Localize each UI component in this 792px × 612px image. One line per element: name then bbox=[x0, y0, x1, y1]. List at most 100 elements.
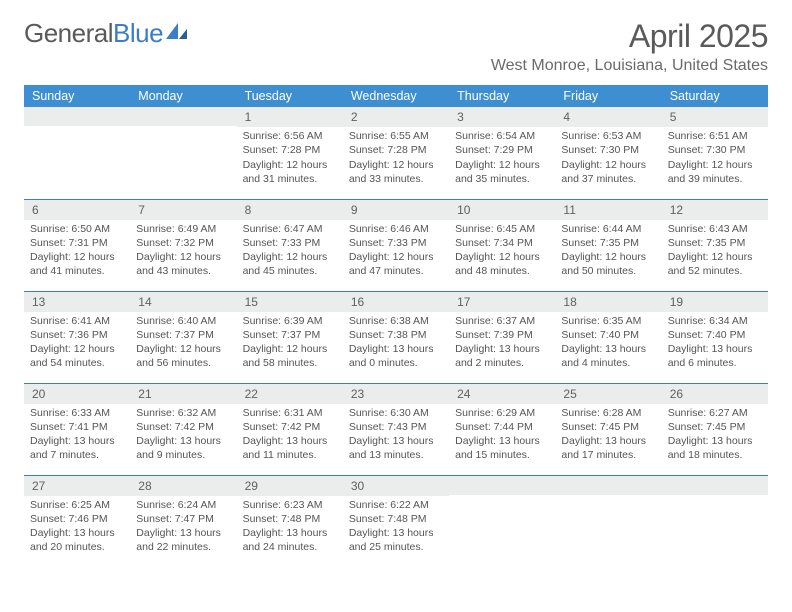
calendar-day-cell: 27Sunrise: 6:25 AMSunset: 7:46 PMDayligh… bbox=[24, 475, 130, 567]
day-number: 20 bbox=[24, 384, 130, 404]
calendar-week-row: 6Sunrise: 6:50 AMSunset: 7:31 PMDaylight… bbox=[24, 199, 768, 291]
brand-part1: General bbox=[24, 18, 113, 49]
day-info-line: Daylight: 13 hours and 24 minutes. bbox=[243, 526, 337, 554]
day-number: 30 bbox=[343, 476, 449, 496]
calendar-day-cell: 16Sunrise: 6:38 AMSunset: 7:38 PMDayligh… bbox=[343, 291, 449, 383]
calendar-empty-cell bbox=[662, 475, 768, 567]
day-info-line: Sunrise: 6:22 AM bbox=[349, 498, 443, 512]
day-number: 13 bbox=[24, 292, 130, 312]
brand-logo: GeneralBlue bbox=[24, 18, 188, 49]
calendar-day-cell: 13Sunrise: 6:41 AMSunset: 7:36 PMDayligh… bbox=[24, 291, 130, 383]
day-info-line: Sunrise: 6:34 AM bbox=[668, 314, 762, 328]
day-info-line: Daylight: 13 hours and 9 minutes. bbox=[136, 434, 230, 462]
day-number: 12 bbox=[662, 200, 768, 220]
header: GeneralBlue April 2025 West Monroe, Loui… bbox=[24, 18, 768, 75]
weekday-header: Tuesday bbox=[237, 85, 343, 107]
day-info-line: Sunset: 7:36 PM bbox=[30, 328, 124, 342]
weekday-header-row: SundayMondayTuesdayWednesdayThursdayFrid… bbox=[24, 85, 768, 107]
day-info-line: Sunrise: 6:25 AM bbox=[30, 498, 124, 512]
day-number: 17 bbox=[449, 292, 555, 312]
day-number: 14 bbox=[130, 292, 236, 312]
day-info-line: Daylight: 13 hours and 15 minutes. bbox=[455, 434, 549, 462]
day-number bbox=[555, 476, 661, 495]
calendar-day-cell: 26Sunrise: 6:27 AMSunset: 7:45 PMDayligh… bbox=[662, 383, 768, 475]
day-info-line: Daylight: 13 hours and 17 minutes. bbox=[561, 434, 655, 462]
day-info-line: Daylight: 12 hours and 31 minutes. bbox=[243, 158, 337, 186]
day-info-line: Daylight: 12 hours and 45 minutes. bbox=[243, 250, 337, 278]
logo-sail-icon bbox=[166, 23, 188, 41]
day-info-line: Sunset: 7:35 PM bbox=[668, 236, 762, 250]
day-info-line: Daylight: 12 hours and 39 minutes. bbox=[668, 158, 762, 186]
day-info-line: Daylight: 13 hours and 13 minutes. bbox=[349, 434, 443, 462]
day-info-line: Sunset: 7:30 PM bbox=[561, 143, 655, 157]
day-info-line: Sunset: 7:33 PM bbox=[349, 236, 443, 250]
day-number: 18 bbox=[555, 292, 661, 312]
day-info-line: Sunset: 7:40 PM bbox=[668, 328, 762, 342]
day-info-line: Sunset: 7:45 PM bbox=[561, 420, 655, 434]
calendar-day-cell: 3Sunrise: 6:54 AMSunset: 7:29 PMDaylight… bbox=[449, 107, 555, 199]
calendar-day-cell: 14Sunrise: 6:40 AMSunset: 7:37 PMDayligh… bbox=[130, 291, 236, 383]
calendar-day-cell: 9Sunrise: 6:46 AMSunset: 7:33 PMDaylight… bbox=[343, 199, 449, 291]
day-number: 26 bbox=[662, 384, 768, 404]
day-info-line: Sunset: 7:39 PM bbox=[455, 328, 549, 342]
day-info-line: Daylight: 13 hours and 4 minutes. bbox=[561, 342, 655, 370]
day-number: 4 bbox=[555, 107, 661, 127]
day-number: 16 bbox=[343, 292, 449, 312]
day-number: 10 bbox=[449, 200, 555, 220]
day-number: 11 bbox=[555, 200, 661, 220]
day-info-line: Sunset: 7:41 PM bbox=[30, 420, 124, 434]
calendar-empty-cell bbox=[130, 107, 236, 199]
title-block: April 2025 West Monroe, Louisiana, Unite… bbox=[491, 18, 768, 75]
calendar-day-cell: 7Sunrise: 6:49 AMSunset: 7:32 PMDaylight… bbox=[130, 199, 236, 291]
weekday-header: Friday bbox=[555, 85, 661, 107]
day-number: 28 bbox=[130, 476, 236, 496]
day-number: 25 bbox=[555, 384, 661, 404]
day-info-line: Sunrise: 6:33 AM bbox=[30, 406, 124, 420]
day-info-line: Sunrise: 6:28 AM bbox=[561, 406, 655, 420]
day-number bbox=[662, 476, 768, 495]
day-info-line: Sunrise: 6:37 AM bbox=[455, 314, 549, 328]
calendar-day-cell: 24Sunrise: 6:29 AMSunset: 7:44 PMDayligh… bbox=[449, 383, 555, 475]
calendar-week-row: 13Sunrise: 6:41 AMSunset: 7:36 PMDayligh… bbox=[24, 291, 768, 383]
day-info-line: Daylight: 12 hours and 56 minutes. bbox=[136, 342, 230, 370]
calendar-day-cell: 4 Sunrise: 6:53 AMSunset: 7:30 PMDaylight… bbox=[555, 107, 661, 199]
day-info-line: Sunset: 7:31 PM bbox=[30, 236, 124, 250]
calendar-day-cell: 28Sunrise: 6:24 AMSunset: 7:47 PMDayligh… bbox=[130, 475, 236, 567]
day-info-line: Sunrise: 6:53 AM bbox=[561, 129, 655, 143]
calendar-empty-cell bbox=[555, 475, 661, 567]
day-info-line: Sunset: 7:38 PM bbox=[349, 328, 443, 342]
day-number: 24 bbox=[449, 384, 555, 404]
day-info-line: Daylight: 12 hours and 58 minutes. bbox=[243, 342, 337, 370]
day-info-line: Daylight: 12 hours and 37 minutes. bbox=[561, 158, 655, 186]
day-info-line: Sunrise: 6:50 AM bbox=[30, 222, 124, 236]
weekday-header: Monday bbox=[130, 85, 236, 107]
day-info-line: Daylight: 13 hours and 18 minutes. bbox=[668, 434, 762, 462]
day-info-line: Sunrise: 6:30 AM bbox=[349, 406, 443, 420]
weekday-header: Wednesday bbox=[343, 85, 449, 107]
day-info-line: Sunset: 7:48 PM bbox=[349, 512, 443, 526]
day-info-line: Sunset: 7:44 PM bbox=[455, 420, 549, 434]
day-info-line: Daylight: 13 hours and 0 minutes. bbox=[349, 342, 443, 370]
day-info-line: Sunset: 7:46 PM bbox=[30, 512, 124, 526]
day-number: 2 bbox=[343, 107, 449, 127]
day-info-line: Daylight: 13 hours and 25 minutes. bbox=[349, 526, 443, 554]
day-info-line: Daylight: 13 hours and 22 minutes. bbox=[136, 526, 230, 554]
day-info-line: Sunset: 7:32 PM bbox=[136, 236, 230, 250]
calendar-week-row: 20 Sunrise: 6:33 AMSunset: 7:41 PM Dayligh… bbox=[24, 383, 768, 475]
day-number: 1 bbox=[237, 107, 343, 127]
calendar-day-cell: 5Sunrise: 6:51 AMSunset: 7:30 PMDaylight… bbox=[662, 107, 768, 199]
day-number bbox=[130, 107, 236, 126]
weekday-header: Saturday bbox=[662, 85, 768, 107]
calendar-day-cell: 25 Sunrise: 6:28 AMSunset: 7:45 PMDayligh… bbox=[555, 383, 661, 475]
day-info-line: Sunrise: 6:23 AM bbox=[243, 498, 337, 512]
day-info-line: Daylight: 13 hours and 20 minutes. bbox=[30, 526, 124, 554]
day-info-line: Daylight: 12 hours and 43 minutes. bbox=[136, 250, 230, 278]
day-number: 21 bbox=[130, 384, 236, 404]
day-info-line: Sunrise: 6:46 AM bbox=[349, 222, 443, 236]
day-info-line: Sunrise: 6:39 AM bbox=[243, 314, 337, 328]
day-info-line: Sunset: 7:34 PM bbox=[455, 236, 549, 250]
day-info-line: Daylight: 13 hours and 2 minutes. bbox=[455, 342, 549, 370]
day-info-line: Daylight: 12 hours and 54 minutes. bbox=[30, 342, 124, 370]
day-number bbox=[449, 476, 555, 495]
day-info-line: Sunset: 7:48 PM bbox=[243, 512, 337, 526]
